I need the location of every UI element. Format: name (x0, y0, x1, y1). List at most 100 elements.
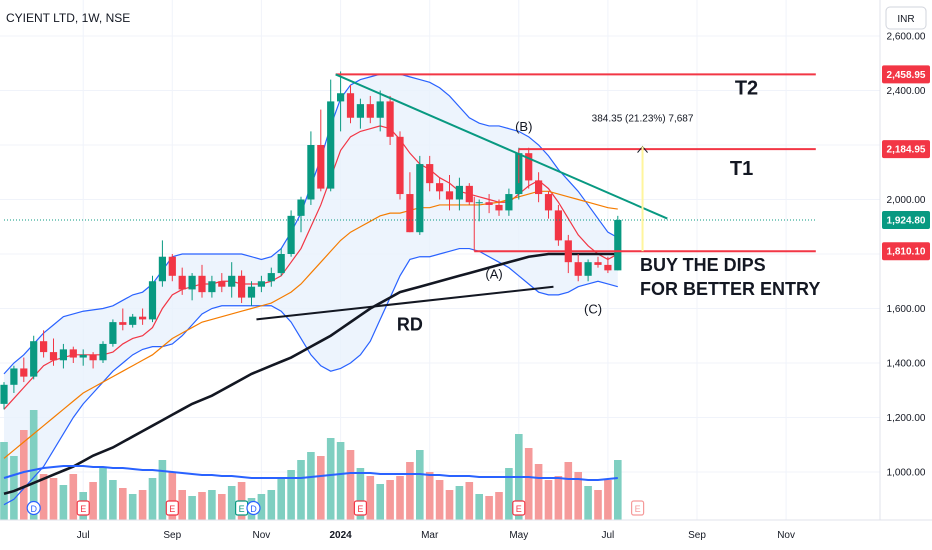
candle-body (505, 194, 513, 211)
candle-body (109, 322, 117, 344)
candle-body (584, 262, 592, 276)
volume-bar (297, 460, 305, 520)
candle-body (495, 204, 503, 211)
plot-background (0, 0, 880, 520)
currency-button[interactable]: INR (885, 6, 927, 30)
volume-bar (376, 484, 384, 520)
price-label: 2,184.95 (887, 145, 926, 156)
candle-body (89, 354, 97, 361)
candle-body (396, 136, 404, 195)
annotation-c: (C) (584, 301, 602, 316)
drawings[interactable]: 384.35 (21.23%) 7,687 T2 T1 (B) (A) (C) RD BUY … (4, 73, 820, 335)
earnings-marker[interactable]: E (630, 500, 645, 516)
volume-bar (346, 450, 355, 520)
annotation-t2: T2 (735, 77, 758, 99)
candle-body (148, 281, 157, 320)
candle-body (287, 215, 295, 254)
series-lower-band (3, 247, 618, 506)
volume-bar (435, 480, 444, 520)
candle-body (465, 185, 473, 203)
price-label-bg (882, 242, 930, 261)
candle-body (574, 262, 582, 276)
volume-bar (287, 470, 295, 520)
y-tick-label: 1,600.00 (887, 304, 926, 315)
volume-bar (138, 490, 147, 520)
volume-bar (49, 478, 58, 520)
measure-label: 384.35 (21.23%) 7,687 (592, 114, 694, 125)
volume-bar (475, 494, 483, 520)
volume-bar (69, 474, 78, 520)
x-axis[interactable]: Jul Sep Nov 2024 Mar May Jul Sep Nov (0, 519, 932, 541)
candle-body (69, 349, 77, 358)
marker-shape (26, 500, 41, 516)
marker-shape (512, 500, 526, 516)
candle-body (445, 191, 454, 200)
candle-body (178, 275, 186, 290)
x-tick-label: Mar (421, 530, 439, 541)
price-label: 1,924.80 (887, 215, 926, 226)
candle-body (475, 202, 483, 204)
volume-bar (267, 490, 276, 520)
candle-body (79, 354, 87, 358)
price-label-bg (882, 65, 930, 84)
earnings-marker[interactable]: E (165, 500, 179, 516)
candle-body (376, 101, 384, 118)
price-label-bg (882, 140, 930, 159)
earnings-marker[interactable]: E (235, 500, 249, 516)
earnings-marker[interactable]: E (353, 500, 367, 516)
volume-bar (89, 482, 97, 520)
chart-title: CYIENT LTD, 1W, NSE (6, 11, 130, 25)
dividend-marker[interactable]: D (26, 500, 41, 516)
volume-bar (534, 464, 543, 520)
volume-bar (208, 490, 216, 520)
candle-body (604, 264, 612, 271)
volume-bar (455, 486, 464, 520)
volume-bar (277, 478, 285, 520)
volume-bar (396, 476, 404, 520)
candle-body (544, 194, 553, 211)
candle-body (436, 183, 444, 192)
volume-bar (158, 460, 167, 520)
dividend-marker[interactable]: D (246, 500, 261, 516)
candle-body (337, 93, 345, 102)
volume-bar (227, 486, 236, 520)
marker-letter: E (516, 504, 522, 514)
volume-bar (317, 456, 325, 520)
price-label-bg (882, 210, 930, 229)
volume-bar (109, 480, 117, 520)
volume-bar (425, 472, 434, 520)
marker-shape (630, 500, 645, 516)
y-tick-label: 2,400.00 (887, 86, 926, 97)
volume-bar (10, 456, 18, 520)
candle-body (158, 256, 166, 282)
volume-bar (554, 476, 563, 520)
candle-body (59, 349, 67, 361)
marker-letter: E (635, 504, 641, 514)
earnings-marker[interactable]: E (76, 500, 90, 516)
volume-bar (307, 452, 315, 520)
measure-highlight (641, 146, 644, 252)
trendline-downtrend (335, 73, 668, 220)
y-axis[interactable]: 1,000.001,200.001,400.001,600.001,800.00… (879, 0, 930, 520)
volume-bar (188, 496, 196, 520)
volume-bar (356, 468, 365, 520)
volume-bar (128, 494, 137, 520)
candle-body (346, 93, 355, 118)
volume-bar (614, 460, 622, 520)
candle-body (49, 352, 58, 361)
earnings-marker[interactable]: E (512, 500, 526, 516)
volume-bar (0, 442, 8, 520)
candle-body (168, 256, 176, 276)
candle-body (238, 275, 246, 298)
marker-shape (165, 500, 179, 516)
candle-body (386, 101, 394, 137)
candle-body (10, 368, 18, 385)
candle-body (0, 384, 8, 404)
y-tick-label: 1,200.00 (887, 413, 926, 424)
y-tick-label: 1,000.00 (887, 468, 926, 479)
annotation-b: (B) (515, 119, 532, 134)
x-tick-label: Jul (602, 530, 615, 541)
candle-body (406, 194, 414, 233)
